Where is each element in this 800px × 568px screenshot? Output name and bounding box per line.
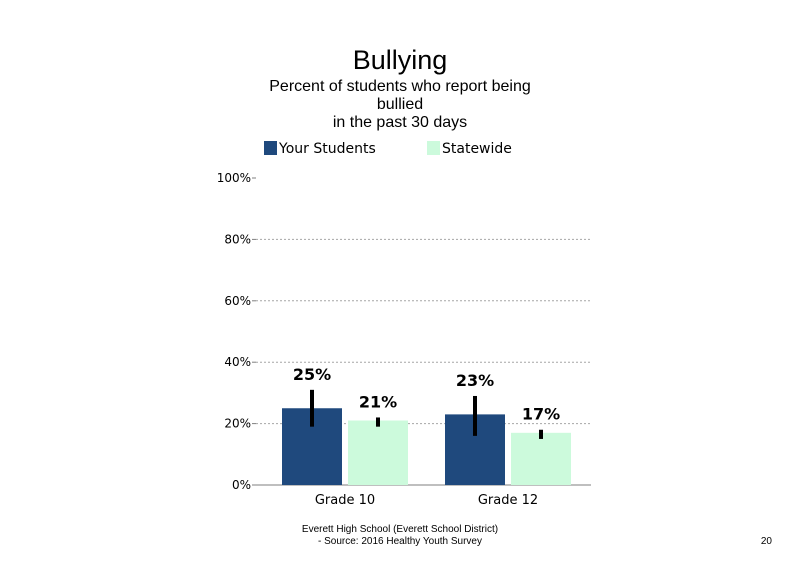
- legend-item-your-students: Your Students: [264, 140, 414, 158]
- chart-title: Bullying: [352, 45, 448, 75]
- footer-source: - Source: 2016 Healthy Youth Survey: [318, 536, 482, 547]
- legend-label-statewide: Statewide: [442, 141, 512, 157]
- y-tick-label: 100%: [217, 171, 251, 185]
- legend-item-statewide: Statewide: [427, 140, 547, 158]
- x-category-label: Grade 10: [315, 493, 375, 508]
- subtitle-line-3: in the past 30 days: [332, 114, 468, 131]
- x-category-label: Grade 12: [478, 493, 538, 508]
- data-label: 21%: [359, 392, 397, 411]
- chart-subtitle: Percent of students who report being bul…: [250, 78, 550, 132]
- data-label: 23%: [456, 371, 494, 390]
- legend-swatch-statewide: [427, 141, 440, 155]
- y-tick-label: 60%: [224, 294, 251, 308]
- data-label: 25%: [293, 365, 331, 384]
- bar: [348, 420, 408, 485]
- y-tick-label: 20%: [224, 417, 251, 431]
- subtitle-line-1: Percent of students who report being: [269, 78, 531, 95]
- y-tick-label: 80%: [224, 232, 251, 246]
- y-tick-label: 0%: [232, 478, 251, 492]
- bar: [511, 432, 571, 485]
- data-label: 17%: [522, 405, 560, 424]
- footer-school: Everett High School (Everett School Dist…: [301, 524, 499, 535]
- page-number: 20: [760, 536, 772, 547]
- legend-swatch-your-students: [264, 141, 277, 155]
- legend-label-your-students: Your Students: [279, 141, 376, 157]
- y-tick-label: 40%: [224, 355, 251, 369]
- subtitle-line-2: bullied: [376, 96, 424, 113]
- footer: Everett High School (Everett School Dist…: [250, 524, 550, 548]
